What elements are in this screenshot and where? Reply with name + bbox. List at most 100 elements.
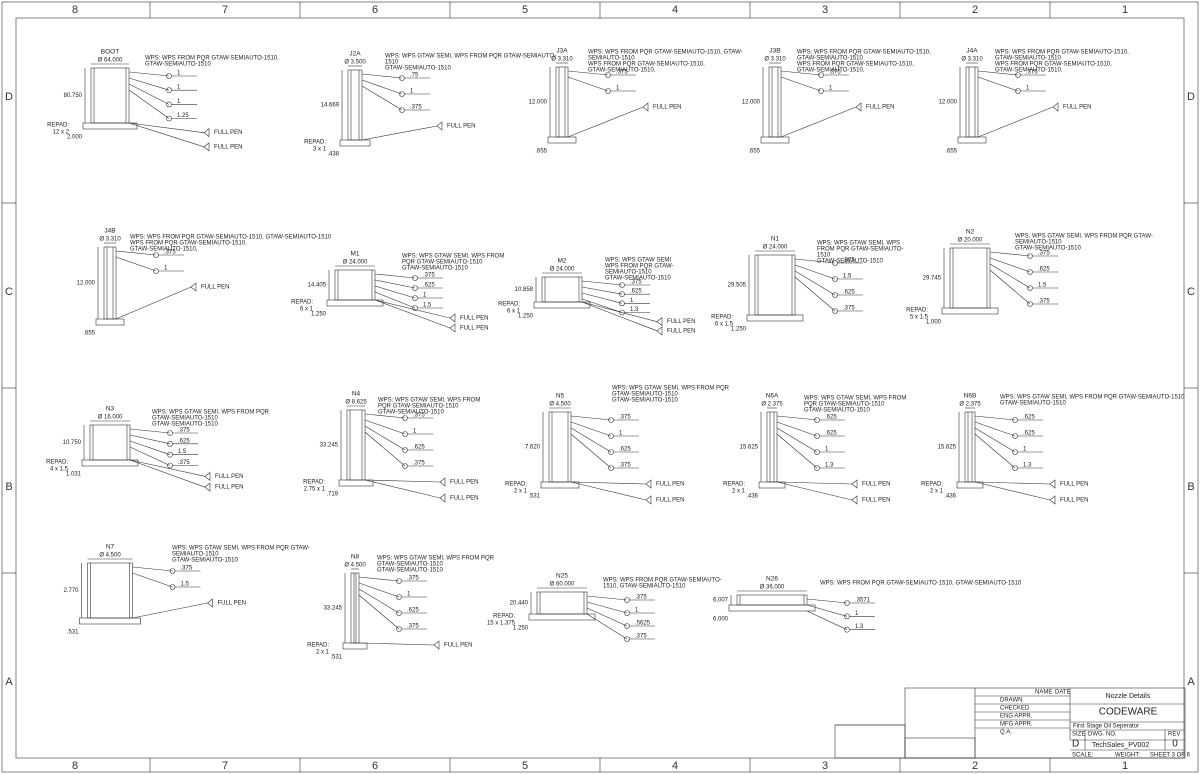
weld-leader	[776, 481, 853, 501]
weld-leader	[115, 286, 192, 320]
weld-symbol	[1052, 102, 1059, 112]
weld-leader	[570, 421, 612, 437]
weld-type: FULL PEN	[460, 316, 488, 322]
wps-note: GTAW-SEMIAUTO-1510	[378, 410, 444, 416]
weld-symbol	[656, 317, 663, 327]
diameter-dim: Ø 36.000	[760, 585, 785, 591]
weld-size: .375	[843, 306, 855, 312]
weld-size: .375	[1038, 251, 1050, 257]
dimension: 7.620	[525, 445, 541, 451]
diameter-dim: Ø 2.375	[761, 402, 783, 408]
nozzle-neck	[334, 269, 376, 301]
drawing-title: Nozzle Details	[1106, 693, 1151, 700]
weld-size: 1	[177, 71, 181, 77]
detail-name: N5	[556, 393, 565, 400]
weld-leader	[776, 415, 818, 421]
weld-leader	[974, 415, 1016, 421]
shell-plate	[760, 136, 790, 144]
zone-row-label: A	[1187, 676, 1195, 688]
weld-size: 1.3	[630, 307, 639, 313]
wps-note: WPS: WPS GTAW SEMI, WPS FROM PQR	[612, 386, 730, 392]
weld-size: .375	[413, 413, 425, 419]
nozzle-neck	[87, 562, 133, 619]
weld-size: 1	[407, 592, 411, 598]
wps-note: WPS: WPS FROM PQR GTAW-SEMIAUTO-1510,	[995, 50, 1129, 56]
weld-size: .625	[413, 445, 425, 451]
weld-size: .375	[1026, 70, 1038, 76]
weld-symbol	[855, 102, 862, 112]
drawing-description: First Stage Oil Seperator	[1073, 724, 1139, 730]
weld-type: FULL PEN	[215, 474, 243, 480]
detail-name: M2	[557, 258, 566, 265]
weld-size: .625	[407, 608, 419, 614]
weld-size: 1.5	[181, 582, 190, 588]
dimension: 6.007	[713, 598, 729, 604]
detail-name: N6A	[766, 393, 779, 400]
weld-size: .375	[178, 428, 190, 434]
column-head: DATE	[1055, 690, 1071, 696]
shell-plate	[81, 459, 139, 467]
weld-type: FULL PEN	[667, 328, 695, 334]
dimension: 4 x 1.5	[50, 467, 69, 473]
diameter-dim: Ø 3.310	[99, 237, 121, 243]
weld-size: .625	[843, 290, 855, 296]
dimension: .655	[945, 149, 957, 155]
detail-name: N8	[351, 554, 360, 561]
dimension: .531	[330, 655, 342, 661]
nozzle-neck	[90, 67, 130, 124]
weld-leader	[364, 479, 441, 483]
dimension: 20.440	[510, 601, 529, 607]
dimension: 2 x 1	[514, 489, 528, 495]
wps-note: GTAW-SEMIAUTO-1510	[172, 558, 238, 564]
weld-size: 1	[177, 99, 181, 105]
shell-plate	[956, 481, 984, 489]
company-name: CODEWARE	[1099, 707, 1158, 718]
weld-type: FULL PEN	[862, 498, 890, 504]
weld-size: .625	[178, 438, 190, 444]
shell-plate	[533, 301, 591, 309]
detail-name: N25	[556, 573, 568, 580]
weld-size: 1	[829, 86, 833, 92]
nozzle-neck	[965, 66, 979, 138]
detail-name: N7	[106, 544, 115, 551]
weld-leader	[364, 425, 406, 451]
weld-symbol	[439, 477, 446, 487]
weld-size: .625	[619, 447, 631, 453]
nozzle-neck	[103, 246, 117, 320]
dimension: 1.250	[311, 312, 327, 318]
approval-row: ENG APPR.	[1000, 714, 1033, 720]
detail-name: N4	[352, 391, 361, 398]
weld-leader	[794, 276, 836, 312]
wps-note: GTAW-SEMIAUTO-1510	[612, 398, 678, 404]
weld-leader	[132, 572, 173, 588]
notes-box	[904, 737, 976, 759]
weld-size: 1.5	[423, 303, 432, 309]
weld-symbol	[436, 121, 443, 131]
zone-column-label: 5	[522, 760, 528, 772]
wps-note: 1510	[385, 60, 399, 66]
weld-type: FULL PEN	[214, 130, 242, 136]
weld-type: FULL PEN	[215, 485, 243, 491]
dimension: REPAD:	[307, 643, 329, 649]
wps-note: WPS FROM PQR GTAW-SEMIAUTO-1510,	[797, 62, 914, 68]
nozzle-detail: M2 Ø 24.000 10.858 1.250 REPAD:6 x 1 WPS: WPS…	[498, 258, 695, 336]
weld-leader	[780, 76, 822, 92]
weld-leader	[129, 446, 171, 466]
detail-name: BOOT	[101, 49, 119, 56]
weld-size: 1	[635, 608, 639, 614]
weld-size: .3571	[855, 598, 871, 604]
weld-size: .375	[619, 463, 631, 469]
shell-plate	[758, 481, 786, 489]
zone-column-label: 4	[672, 760, 678, 772]
detail-name: J3B	[769, 48, 780, 55]
dimension: 14.669	[321, 103, 340, 109]
weld-size: .75	[410, 73, 419, 79]
weld-symbol	[203, 142, 210, 152]
nozzle-detail: J3A Ø 3.310 12.000 .655 WPS: WPS FROM PQR GT…	[529, 48, 743, 155]
weld-leader	[989, 257, 1031, 273]
dimension: 12.000	[77, 281, 96, 287]
dimension: REPAD:	[304, 140, 326, 146]
dimension: 2 x 1	[732, 489, 746, 495]
wps-note: WPS: WPS GTAW SEMI, WPS FROM	[378, 398, 480, 404]
diameter-dim: Ø 60.000	[550, 582, 575, 588]
